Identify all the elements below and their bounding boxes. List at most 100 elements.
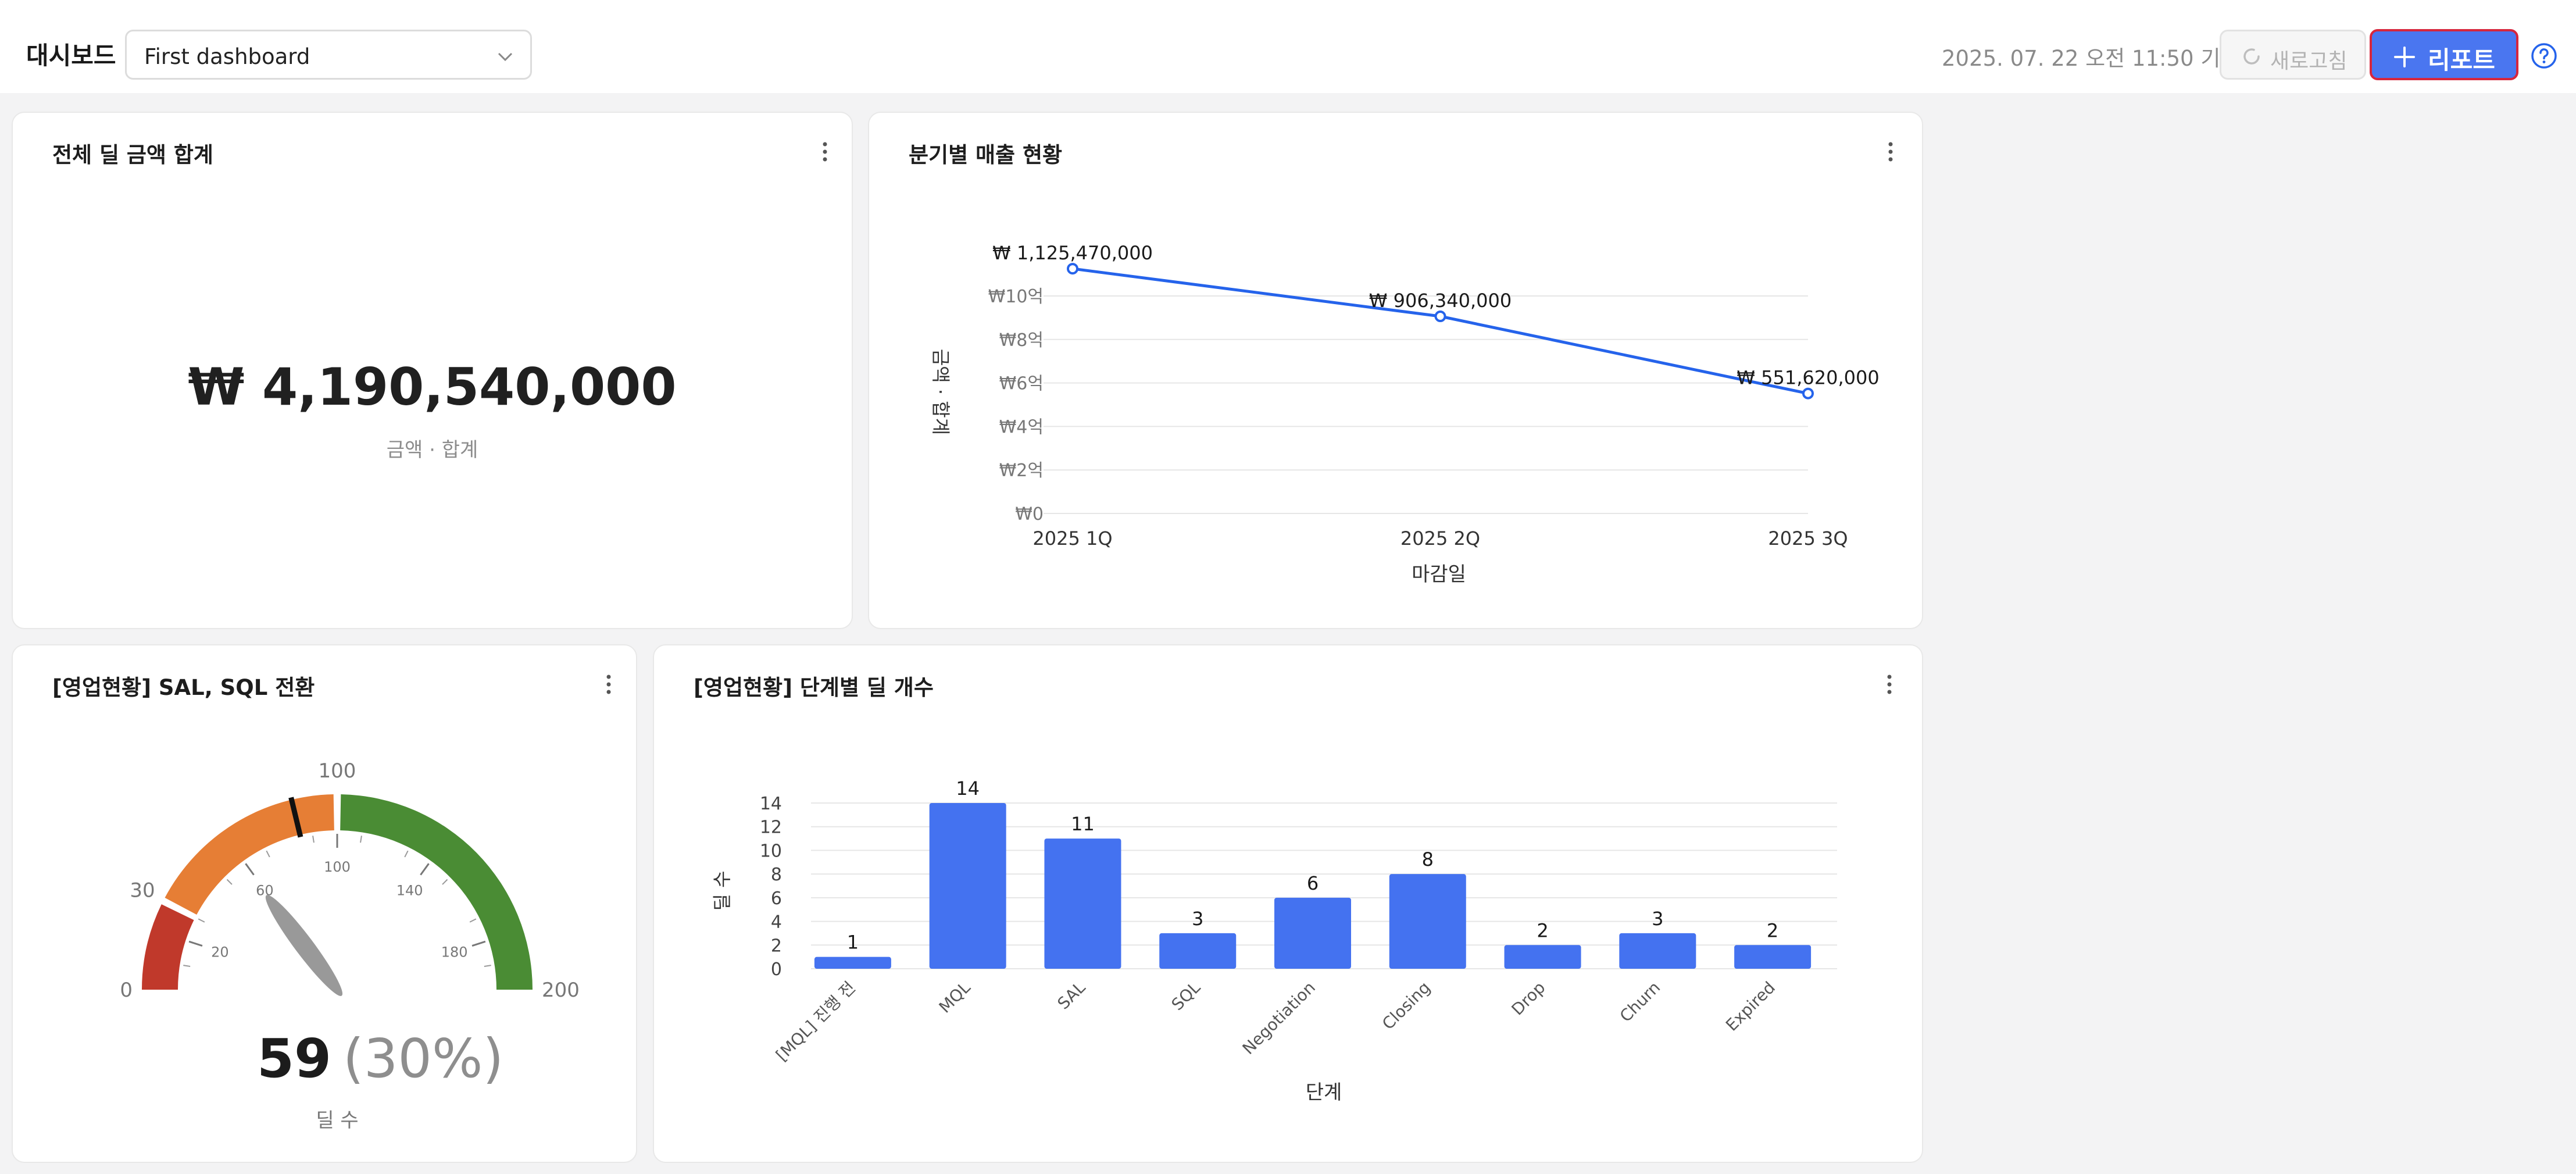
bar-value-label: 1 [847, 932, 859, 954]
y-tick-label: 10 [760, 841, 782, 861]
card-title: 전체 딜 금액 합계 [52, 142, 213, 167]
gauge-tick-label: 140 [396, 882, 423, 898]
y-tick-label: 2 [771, 936, 782, 956]
y-tick-label: 12 [760, 818, 782, 838]
plus-icon [2393, 45, 2416, 69]
x-tick-label: Negotiation [1239, 978, 1319, 1058]
gauge-band-label: 200 [542, 979, 580, 1002]
quarterly-revenue-card: 분기별 매출 현황 ₩0 ₩2억 ₩4억 ₩6억 ₩8억 ₩10억 2025 1Q 2025… [868, 112, 1923, 629]
more-options-icon[interactable] [600, 671, 617, 698]
gauge-target-marker [288, 797, 303, 838]
add-report-label: 리포트 [2428, 46, 2495, 74]
more-options-icon[interactable] [1882, 138, 1899, 165]
card-title: 분기별 매출 현황 [909, 142, 1063, 167]
bar[interactable] [1504, 945, 1581, 969]
bar-value-label: 11 [1071, 813, 1095, 835]
gauge-tick [245, 863, 255, 876]
gauge-tick-label: 100 [324, 859, 351, 875]
gauge-tick [420, 863, 430, 876]
card-title: [영업현황] SAL, SQL 전환 [52, 675, 315, 700]
gauge-minor-tick [404, 850, 409, 858]
x-tick-label: Drop [1508, 978, 1549, 1019]
gauge-minor-tick [312, 836, 315, 843]
y-tick-label: ₩6억 [999, 374, 1044, 394]
refresh-button[interactable]: 새로고침 [2220, 30, 2366, 80]
bar[interactable] [1734, 945, 1812, 969]
gauge-minor-tick [484, 965, 491, 967]
total-amount-value: ₩ 4,190,540,000 [188, 357, 677, 417]
data-label: ₩ 1,125,470,000 [992, 242, 1153, 264]
bar-value-label: 6 [1307, 872, 1319, 894]
x-axis-label: 마감일 [1412, 563, 1466, 586]
x-axis-label: 단계 [1306, 1081, 1342, 1104]
x-tick-label: [MQL] 진행 전 [772, 978, 859, 1065]
x-tick-label: MQL [935, 977, 974, 1016]
bar[interactable] [1389, 874, 1466, 969]
total-deal-amount-card: 전체 딜 금액 합계 ₩ 4,190,540,000 금액 · 합계 [12, 112, 853, 629]
gauge-minor-tick [226, 879, 233, 885]
x-tick-label: Expired [1722, 978, 1779, 1035]
data-point[interactable] [1067, 263, 1078, 275]
y-tick-label: 6 [771, 888, 782, 909]
top-bar: 대시보드 First dashboard 2025. 07. 22 오전 11:… [0, 0, 2576, 93]
x-tick-label: 2025 1Q [1032, 527, 1112, 549]
bar-value-label: 2 [1767, 919, 1778, 941]
y-tick-label: ₩8억 [999, 330, 1044, 351]
gauge-value: 59 [257, 1027, 331, 1090]
help-icon[interactable] [2530, 42, 2558, 70]
y-tick-label: 0 [771, 959, 782, 980]
bar[interactable] [1044, 838, 1121, 969]
x-tick-label: Churn [1616, 978, 1664, 1026]
y-tick-label: 4 [771, 912, 782, 933]
gauge-tick-label: 20 [211, 944, 229, 960]
dashboard-select-value: First dashboard [144, 44, 310, 69]
gauge-band [142, 904, 194, 990]
gauge-needle [265, 895, 343, 996]
last-updated-timestamp: 2025. 07. 22 오전 11:50 기준 [1942, 46, 2241, 71]
gauge-band-label: 100 [319, 759, 356, 783]
y-tick-label: ₩10억 [988, 287, 1044, 307]
gauge-minor-tick [360, 836, 362, 843]
bar[interactable] [929, 803, 1006, 969]
y-tick-label: ₩4억 [999, 417, 1044, 437]
gauge-chart: 20 60 100 140 180 0 30 100 200 59 (30%) 딜 수 [120, 759, 580, 1132]
bar[interactable] [1159, 933, 1237, 969]
data-label: ₩ 551,620,000 [1737, 367, 1879, 389]
x-tick-label: SAL [1054, 977, 1089, 1013]
gauge-band [340, 794, 533, 990]
gauge-minor-tick [183, 965, 191, 967]
stage-bar-chart: 0 2 4 6 8 10 12 14 1 14 11 3 6 8 2 3 2 [MQL] 진행 전 MQL SAL… [711, 777, 1837, 1104]
chevron-down-icon [495, 47, 515, 66]
refresh-label: 새로고침 [2270, 49, 2348, 73]
gauge-tick-label: 180 [441, 944, 468, 960]
gauge-band [165, 794, 334, 915]
bar[interactable] [814, 957, 891, 969]
gauge-minor-tick [469, 918, 477, 923]
gauge-band-label: 0 [120, 979, 133, 1002]
gauge-tick-label: 60 [256, 882, 274, 898]
total-amount-caption: 금액 · 합계 [386, 438, 478, 462]
gauge-caption: 딜 수 [316, 1109, 358, 1132]
dashboard-select[interactable]: First dashboard [125, 30, 532, 80]
bar-value-label: 8 [1422, 848, 1434, 870]
y-tick-label: ₩0 [1015, 504, 1044, 524]
card-title: [영업현황] 단계별 딜 개수 [694, 675, 934, 700]
bar-value-label: 14 [956, 777, 980, 800]
more-options-icon[interactable] [1881, 671, 1898, 698]
bar[interactable] [1274, 897, 1351, 969]
x-tick-label: SQL [1168, 977, 1205, 1014]
bar[interactable] [1619, 933, 1696, 969]
y-axis-label: 딜 수 [711, 870, 733, 911]
more-options-icon[interactable] [816, 138, 834, 165]
gauge-minor-tick [442, 879, 448, 885]
bar-value-label: 3 [1192, 908, 1203, 930]
gauge-tick [471, 940, 486, 947]
bar-value-label: 2 [1537, 919, 1548, 941]
series-line [1072, 267, 1809, 395]
data-label: ₩ 906,340,000 [1369, 290, 1512, 312]
data-point[interactable] [1434, 311, 1446, 323]
y-axis-label: 금액 · 합계 [930, 349, 952, 435]
add-report-button[interactable]: 리포트 [2370, 29, 2518, 80]
data-point[interactable] [1802, 387, 1814, 399]
bar-value-label: 3 [1652, 908, 1663, 930]
